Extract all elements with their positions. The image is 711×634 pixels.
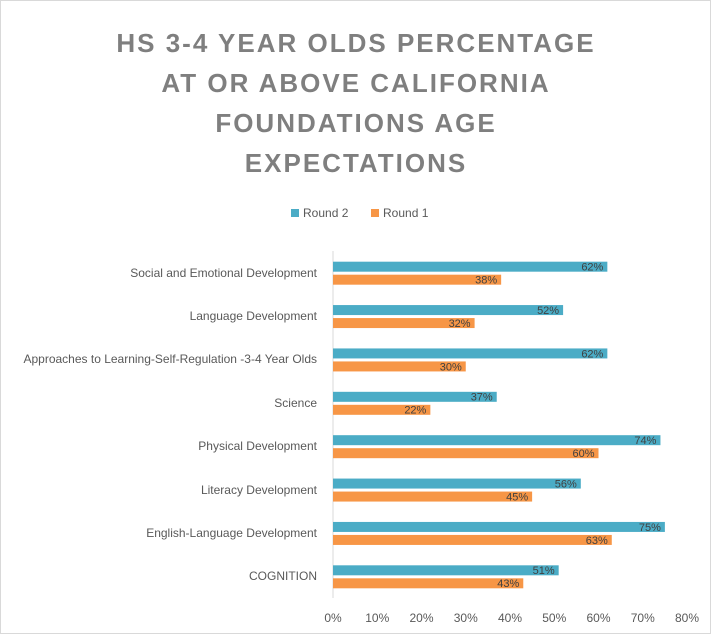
data-label: 51%: [533, 565, 555, 577]
data-label: 74%: [634, 435, 656, 447]
x-tick-label: 60%: [586, 611, 610, 625]
y-tick-label: Language Development: [189, 309, 317, 324]
bar: [333, 534, 612, 545]
bar: [333, 478, 581, 489]
legend-label: Round 2: [303, 206, 349, 220]
x-tick-label: 0%: [324, 611, 342, 625]
x-tick-label: 10%: [365, 611, 389, 625]
bar: [333, 491, 533, 502]
legend-swatch: [371, 209, 379, 217]
legend-swatch: [291, 209, 299, 217]
data-label: 75%: [639, 522, 661, 534]
y-tick-label: Social and Emotional Development: [130, 265, 317, 280]
bar: [333, 318, 475, 329]
bar: [333, 435, 661, 446]
x-tick-label: 30%: [454, 611, 478, 625]
data-label: 56%: [555, 478, 577, 490]
bar: [333, 448, 599, 459]
data-label: 22%: [404, 405, 426, 417]
bar: [333, 348, 608, 359]
bar: [333, 305, 564, 316]
bar: [333, 404, 431, 415]
x-tick-label: 80%: [675, 611, 699, 625]
data-label: 62%: [581, 348, 603, 360]
bar: [333, 261, 608, 272]
data-label: 43%: [497, 578, 519, 590]
data-label: 52%: [537, 305, 559, 317]
y-tick-label: COGNITION: [249, 569, 317, 584]
bar: [333, 361, 466, 372]
bar: [333, 521, 665, 532]
x-tick-label: 40%: [498, 611, 522, 625]
x-tick-label: 50%: [542, 611, 566, 625]
data-label: 60%: [572, 448, 594, 460]
data-label: 32%: [449, 318, 471, 330]
y-tick-label: English-Language Development: [146, 525, 317, 540]
y-tick-label: Literacy Development: [200, 482, 317, 497]
x-tick-label: 20%: [409, 611, 433, 625]
data-label: 38%: [475, 275, 497, 287]
x-tick-label: 70%: [631, 611, 655, 625]
data-label: 37%: [471, 392, 493, 404]
bar: [333, 274, 502, 285]
data-label: 30%: [440, 361, 462, 373]
y-tick-label: Science: [274, 395, 317, 410]
y-tick-label: Approaches to Learning-Self-Regulation -…: [23, 352, 317, 367]
data-label: 62%: [581, 262, 603, 274]
bar: [333, 565, 559, 576]
data-label: 45%: [506, 491, 528, 503]
y-tick-label: Physical Development: [198, 439, 317, 454]
chart-title: HS 3-4 YEAR OLDS PERCENTAGE AT OR ABOVE …: [116, 28, 596, 178]
legend-label: Round 1: [383, 206, 429, 220]
bar: [333, 391, 497, 402]
data-label: 63%: [586, 535, 608, 547]
bar: [333, 578, 524, 589]
